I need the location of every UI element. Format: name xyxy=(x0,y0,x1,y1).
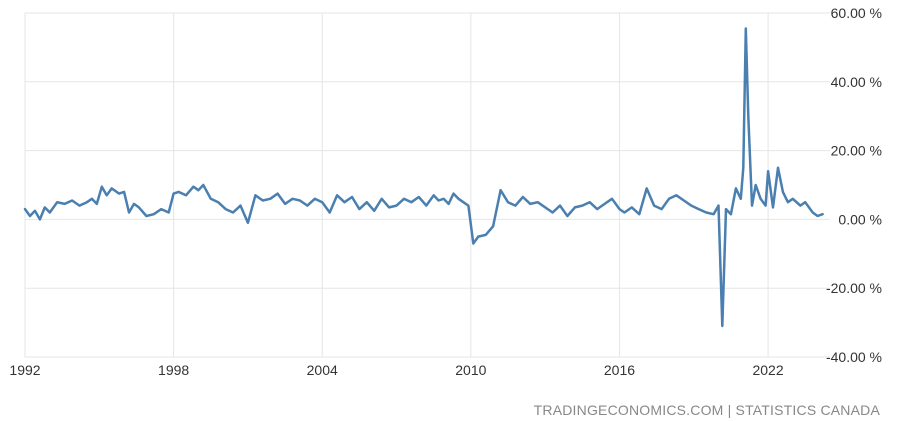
x-tick-label: 1998 xyxy=(158,362,189,378)
x-tick-label: 2016 xyxy=(604,362,635,378)
y-axis-ticks: 60.00 % 40.00 % 20.00 % 0.00 % -20.00 % -40.0… xyxy=(826,5,882,365)
y-tick-label: -40.00 % xyxy=(826,349,882,365)
x-tick-label: 2004 xyxy=(307,362,338,378)
x-tick-label: 2022 xyxy=(752,362,783,378)
y-tick-label: 0.00 % xyxy=(838,211,882,227)
x-axis-ticks: 1992 1998 2004 2010 2016 2022 xyxy=(9,362,783,378)
series-line xyxy=(23,27,824,328)
source-attribution: TRADINGECONOMICS.COM | STATISTICS CANADA xyxy=(533,402,880,418)
y-tick-label: -20.00 % xyxy=(826,280,882,296)
y-tick-label: 20.00 % xyxy=(831,143,882,159)
x-tick-label: 2010 xyxy=(455,362,486,378)
grid-lines xyxy=(24,12,830,358)
y-tick-label: 60.00 % xyxy=(831,5,882,21)
x-tick-label: 1992 xyxy=(9,362,40,378)
y-tick-label: 40.00 % xyxy=(831,74,882,90)
